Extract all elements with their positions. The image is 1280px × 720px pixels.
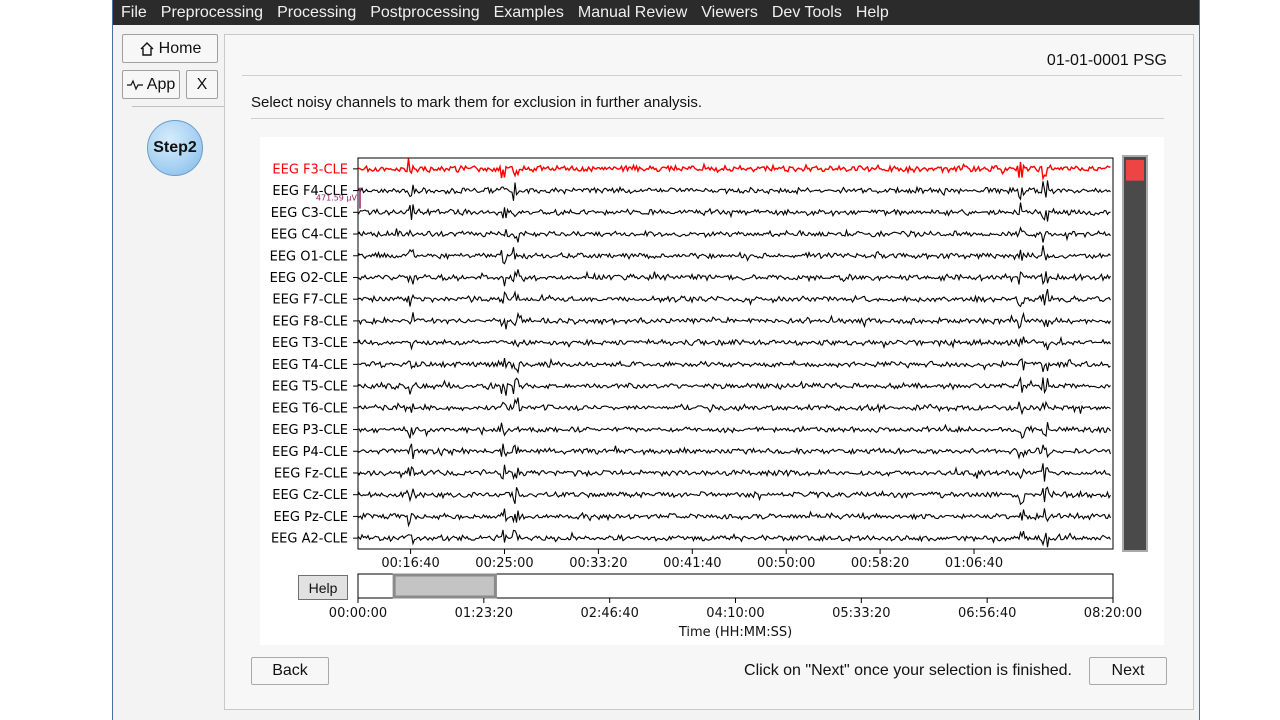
signal-wave-icon: [126, 79, 143, 90]
plot-frame: [357, 157, 1114, 550]
channel-scrollbar-thumb[interactable]: [1126, 160, 1144, 181]
menu-preprocessing[interactable]: Preprocessing: [160, 3, 264, 21]
house-icon: [140, 41, 154, 56]
signal-trace[interactable]: [358, 422, 1111, 439]
close-app-button[interactable]: X: [186, 70, 218, 99]
overview-tick-label: 02:46:40: [580, 606, 638, 621]
overview-tick-label: 04:10:00: [706, 606, 764, 621]
menu-examples[interactable]: Examples: [493, 3, 564, 21]
signal-trace[interactable]: [358, 397, 1111, 416]
signal-trace[interactable]: [358, 245, 1111, 265]
record-title: 01-01-0001 PSG: [1046, 52, 1167, 69]
step-indicator: Step2: [147, 120, 203, 176]
time-tick-label: 00:58:20: [851, 556, 909, 571]
footer-hint: Click on "Next" once your selection is f…: [744, 662, 1072, 679]
app-button[interactable]: App: [122, 70, 180, 99]
time-tick-label: 01:06:40: [945, 556, 1003, 571]
overview-tick-label: 01:23:20: [455, 606, 513, 621]
overview-tick-label: 00:00:00: [329, 606, 387, 621]
divider: [251, 118, 1164, 119]
channel-label[interactable]: EEG F4-CLE: [272, 184, 348, 199]
channel-label[interactable]: EEG T3-CLE: [272, 336, 348, 351]
app-window: File Preprocessing Processing Postproces…: [112, 0, 1200, 720]
viewer-help-button[interactable]: Help: [298, 575, 348, 600]
channel-label[interactable]: EEG C3-CLE: [271, 206, 348, 221]
channel-label[interactable]: EEG Pz-CLE: [273, 510, 348, 525]
time-tick-label: 00:25:00: [475, 556, 533, 571]
time-tick-label: 00:50:00: [757, 556, 815, 571]
time-tick-label: 00:41:40: [663, 556, 721, 571]
time-axis-label: Time (HH:MM:SS): [678, 625, 792, 640]
overview-tick-label: 08:20:00: [1084, 606, 1142, 621]
channel-label[interactable]: EEG F7-CLE: [272, 293, 348, 308]
channel-label[interactable]: EEG O2-CLE: [270, 271, 348, 286]
instruction-text: Select noisy channels to mark them for e…: [251, 94, 703, 111]
main-panel: 01-01-0001 PSG Select noisy channels to …: [224, 34, 1194, 710]
back-button-label: Back: [272, 662, 308, 679]
channel-label[interactable]: EEG A2-CLE: [271, 532, 348, 547]
signal-trace[interactable]: [358, 529, 1111, 548]
menu-help[interactable]: Help: [855, 3, 889, 21]
signal-trace[interactable]: [358, 158, 1111, 181]
time-tick-label: 00:33:20: [569, 556, 627, 571]
home-button[interactable]: Home: [122, 34, 218, 63]
channel-label[interactable]: EEG T6-CLE: [272, 401, 348, 416]
help-button-label: Help: [308, 579, 338, 596]
signal-trace[interactable]: [358, 226, 1111, 243]
home-button-label: Home: [158, 39, 202, 57]
channel-label[interactable]: EEG Fz-CLE: [274, 466, 348, 481]
back-button[interactable]: Back: [251, 657, 329, 685]
app-button-label: App: [146, 75, 176, 93]
next-button[interactable]: Next: [1089, 657, 1167, 685]
close-button-label: X: [196, 75, 208, 93]
menu-bar: File Preprocessing Processing Postproces…: [113, 0, 1199, 25]
time-tick-label: 00:16:40: [381, 556, 439, 571]
channel-label[interactable]: EEG F8-CLE: [272, 314, 348, 329]
signal-trace[interactable]: [358, 508, 1111, 528]
menu-manual-review[interactable]: Manual Review: [577, 3, 688, 21]
signal-viewer: EEG F3-CLE EEG F4-CLE EEG C3-CLE EEG C4-CLE…: [260, 137, 1164, 645]
overview-tick-label: 05:33:20: [832, 606, 890, 621]
channel-label[interactable]: EEG T4-CLE: [272, 358, 348, 373]
menu-file[interactable]: File: [121, 3, 147, 21]
signal-trace[interactable]: [358, 443, 1112, 460]
signal-trace[interactable]: [358, 357, 1111, 374]
channel-label[interactable]: EEG P4-CLE: [272, 445, 348, 460]
channel-label[interactable]: EEG F3-CLE: [272, 162, 348, 177]
channel-label[interactable]: EEG T5-CLE: [272, 380, 348, 395]
menu-dev-tools[interactable]: Dev Tools: [771, 3, 842, 21]
signal-trace[interactable]: [358, 288, 1111, 308]
channel-scrollbar[interactable]: [1122, 155, 1148, 552]
signal-trace[interactable]: [358, 269, 1111, 287]
rail-divider: [132, 106, 246, 107]
left-rail: Home App X Step2: [113, 25, 246, 720]
scale-label: 471.59 µV: [316, 194, 358, 203]
menu-processing[interactable]: Processing: [277, 3, 357, 21]
divider: [242, 75, 1182, 76]
signal-trace[interactable]: [358, 486, 1111, 506]
signal-trace[interactable]: [358, 335, 1111, 351]
signal-trace[interactable]: [358, 180, 1111, 201]
step-label: Step2: [153, 139, 197, 156]
signal-trace[interactable]: [358, 463, 1111, 482]
next-button-label: Next: [1111, 662, 1145, 679]
channel-label[interactable]: EEG O1-CLE: [270, 249, 348, 264]
channel-label[interactable]: EEG P3-CLE: [272, 423, 348, 438]
channel-label[interactable]: EEG Cz-CLE: [272, 488, 348, 503]
overview-tick-label: 06:56:40: [958, 606, 1016, 621]
channel-label[interactable]: EEG C4-CLE: [271, 228, 348, 243]
signal-trace[interactable]: [358, 376, 1111, 396]
overview-window-handle[interactable]: [392, 573, 497, 599]
menu-postprocessing[interactable]: Postprocessing: [370, 3, 480, 21]
signal-trace[interactable]: [358, 202, 1111, 222]
menu-viewers[interactable]: Viewers: [701, 3, 758, 21]
signal-trace[interactable]: [358, 311, 1111, 330]
signal-plot[interactable]: EEG F3-CLE EEG F4-CLE EEG C3-CLE EEG C4-CLE…: [260, 137, 1164, 645]
